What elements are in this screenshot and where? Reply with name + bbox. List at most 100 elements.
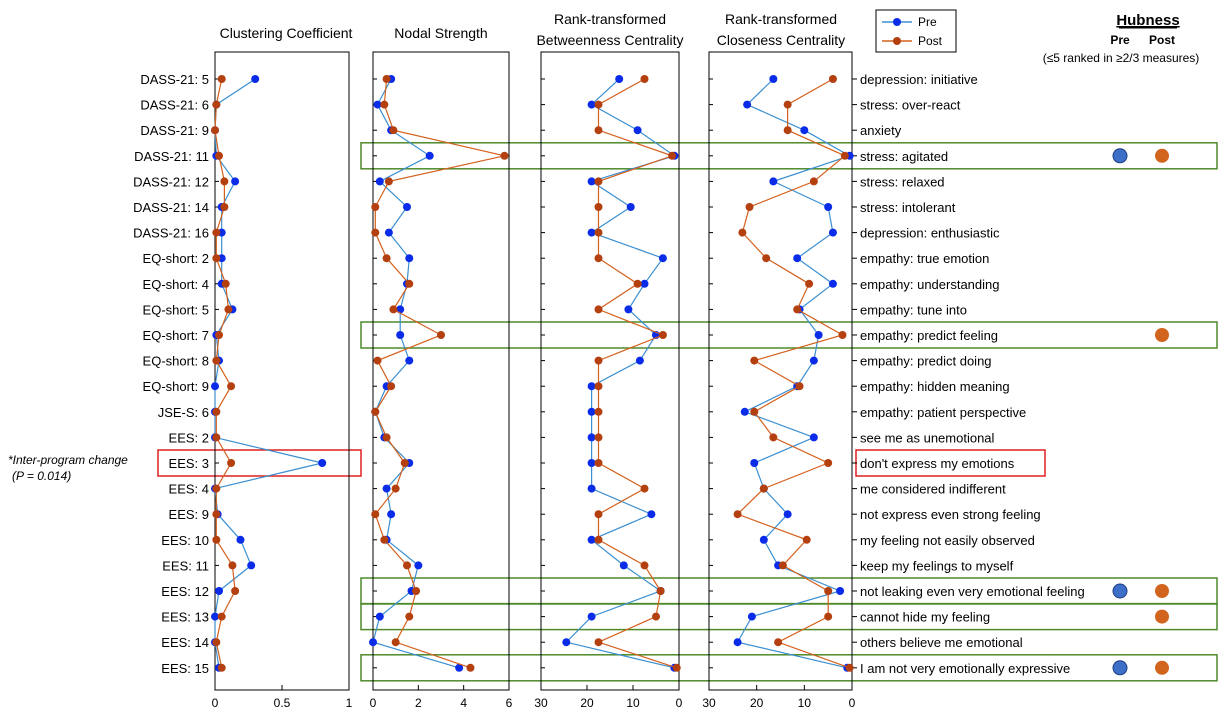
post-point	[594, 100, 603, 109]
pre-point	[800, 126, 809, 135]
post-point	[371, 203, 380, 211]
post-series-line	[596, 78, 677, 669]
x-tick-label: 0	[849, 696, 856, 710]
pre-point	[587, 433, 596, 442]
x-tick-label: 0	[370, 696, 377, 710]
row-label: EES: 10	[161, 533, 209, 548]
x-tick-label: 6	[506, 696, 513, 710]
pre-point	[251, 75, 260, 83]
pre-point	[455, 663, 464, 672]
pre-point	[387, 510, 396, 519]
post-point	[212, 100, 221, 109]
post-point	[795, 382, 804, 391]
x-tick-label: 30	[534, 696, 548, 710]
pre-point	[619, 561, 628, 570]
post-point	[389, 305, 398, 314]
pre-point	[836, 587, 845, 595]
post-point	[672, 663, 681, 672]
item-label: stress: over-react	[860, 98, 961, 113]
post-point	[371, 407, 380, 416]
post-series-line	[214, 78, 236, 668]
post-point	[212, 433, 221, 442]
pre-point	[562, 638, 571, 647]
post-point	[594, 254, 603, 263]
post-point	[805, 279, 814, 288]
item-label: empathy: true emotion	[860, 251, 989, 266]
post-point	[594, 228, 603, 237]
pre-point	[414, 561, 423, 570]
post-point	[640, 75, 649, 83]
row-label: EES: 4	[169, 482, 209, 497]
post-point	[391, 484, 400, 493]
pre-point	[587, 535, 596, 544]
item-label: see me as unemotional	[860, 430, 995, 445]
post-point	[809, 177, 818, 186]
legend-pre-label: Pre	[918, 15, 937, 29]
item-label: not leaking even very emotional feeling	[860, 584, 1085, 599]
hubness-criterion: (≤5 ranked in ≥2/3 measures)	[1043, 51, 1200, 65]
item-label: anxiety	[860, 123, 902, 138]
pre-series-line	[214, 78, 323, 668]
pre-point	[759, 535, 768, 544]
panel-title-clustering: Clustering Coefficient	[220, 25, 353, 41]
pre-point	[318, 459, 327, 467]
post-point	[212, 407, 221, 416]
item-label: empathy: hidden meaning	[860, 379, 1010, 394]
post-point	[212, 484, 221, 493]
row-label: EES: 13	[161, 610, 209, 625]
hub-post-marker	[1155, 609, 1169, 624]
panel-frames: 0 0.5 1 0 2 4 6 30 20 10 0 30 20 10 0	[212, 51, 856, 710]
post-point	[217, 75, 226, 83]
pre-point	[624, 305, 633, 314]
series-group	[211, 75, 854, 672]
post-point	[382, 254, 391, 263]
row-label: DASS-21: 16	[133, 226, 209, 241]
post-point	[656, 587, 665, 595]
post-point	[215, 151, 224, 160]
post-point	[824, 612, 833, 621]
post-point	[217, 663, 226, 672]
post-point	[750, 356, 759, 365]
post-point	[658, 331, 667, 339]
post-point	[380, 535, 389, 544]
post-point	[211, 126, 219, 135]
panel-title-betweenness-2: Betweenness Centrality	[536, 32, 683, 48]
post-point	[745, 203, 754, 211]
post-point	[212, 510, 221, 519]
pre-series-line	[372, 78, 460, 669]
hub-post-marker	[1155, 328, 1169, 342]
post-point	[466, 663, 475, 672]
panel-frame	[372, 51, 510, 691]
post-point	[212, 228, 221, 237]
post-point	[738, 228, 747, 237]
row-label: EES: 9	[169, 507, 209, 522]
pre-point	[405, 356, 414, 365]
item-label: I am not very emotionally expressive	[860, 661, 1070, 676]
row-label: EQ-short: 5	[143, 302, 209, 317]
pre-point	[828, 279, 837, 288]
pre-point	[396, 331, 405, 339]
annotation-line-2: (P = 0.014)	[12, 469, 71, 483]
pre-point	[375, 612, 384, 621]
hubness-markers	[1112, 148, 1169, 676]
post-point	[371, 228, 380, 237]
panel-title-closeness-2: Closeness Centrality	[717, 32, 845, 48]
post-point	[594, 510, 603, 519]
post-point	[594, 382, 603, 391]
pre-series-line	[736, 78, 852, 669]
pre-point	[733, 638, 742, 647]
pre-point	[743, 100, 752, 109]
post-point	[840, 151, 849, 160]
post-point	[228, 561, 237, 570]
post-point	[759, 484, 768, 493]
pre-point	[658, 254, 667, 263]
post-point	[220, 177, 229, 186]
post-point	[769, 433, 778, 442]
panel-title-closeness-1: Rank-transformed	[725, 11, 837, 27]
pre-point	[750, 459, 759, 467]
post-point	[227, 459, 236, 467]
row-label: EQ-short: 2	[143, 251, 209, 266]
annotation-line-1: *Inter-program change	[8, 453, 128, 467]
item-label: stress: agitated	[860, 149, 948, 164]
